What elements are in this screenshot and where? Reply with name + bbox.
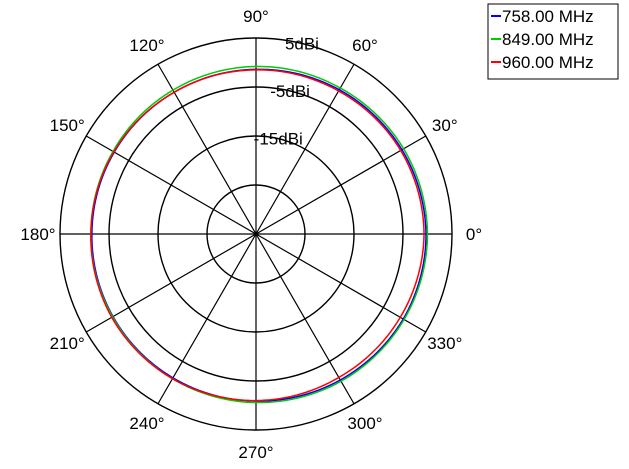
- legend: 758.00 MHz 849.00 MHz 960.00 MHz: [487, 3, 619, 80]
- spoke-330: [255, 233, 427, 333]
- legend-label-1: 849.00 MHz: [502, 30, 594, 49]
- spoke-150: [85, 135, 257, 235]
- angle-label-330: 330°: [427, 334, 462, 353]
- radial-label-2: -15dBi: [254, 130, 303, 149]
- angle-label-120: 120°: [129, 36, 164, 55]
- angle-label-270: 270°: [238, 443, 273, 462]
- radial-label-0: 5dBi: [285, 35, 319, 54]
- angle-label-240: 240°: [129, 414, 164, 433]
- angle-label-150: 150°: [50, 116, 85, 135]
- angle-tick-labels: 0° 30° 60° 90° 120° 150° 180° 210° 240° 270° 300° 3…: [20, 7, 482, 462]
- spoke-60: [255, 63, 355, 235]
- angle-label-300: 300°: [347, 414, 382, 433]
- angle-label-90: 90°: [243, 7, 269, 26]
- spoke-30: [255, 135, 427, 235]
- radial-label-1: -5dBi: [270, 82, 310, 101]
- radial-tick-labels: 5dBi -5dBi -15dBi: [254, 35, 319, 149]
- angle-label-60: 60°: [352, 36, 378, 55]
- angle-label-180: 180°: [20, 225, 55, 244]
- angle-label-210: 210°: [50, 334, 85, 353]
- spoke-240: [157, 233, 257, 405]
- legend-label-0: 758.00 MHz: [502, 7, 594, 26]
- angle-label-0: 0°: [466, 225, 482, 244]
- angle-label-30: 30°: [432, 116, 458, 135]
- series-line-0: [91, 68, 427, 402]
- spoke-300: [255, 233, 355, 405]
- series-layer: [90, 65, 429, 404]
- legend-box: [487, 3, 619, 80]
- spoke-210: [85, 233, 257, 333]
- legend-label-2: 960.00 MHz: [502, 53, 594, 72]
- series-line-2: [90, 69, 425, 402]
- polar-grid: [59, 37, 453, 431]
